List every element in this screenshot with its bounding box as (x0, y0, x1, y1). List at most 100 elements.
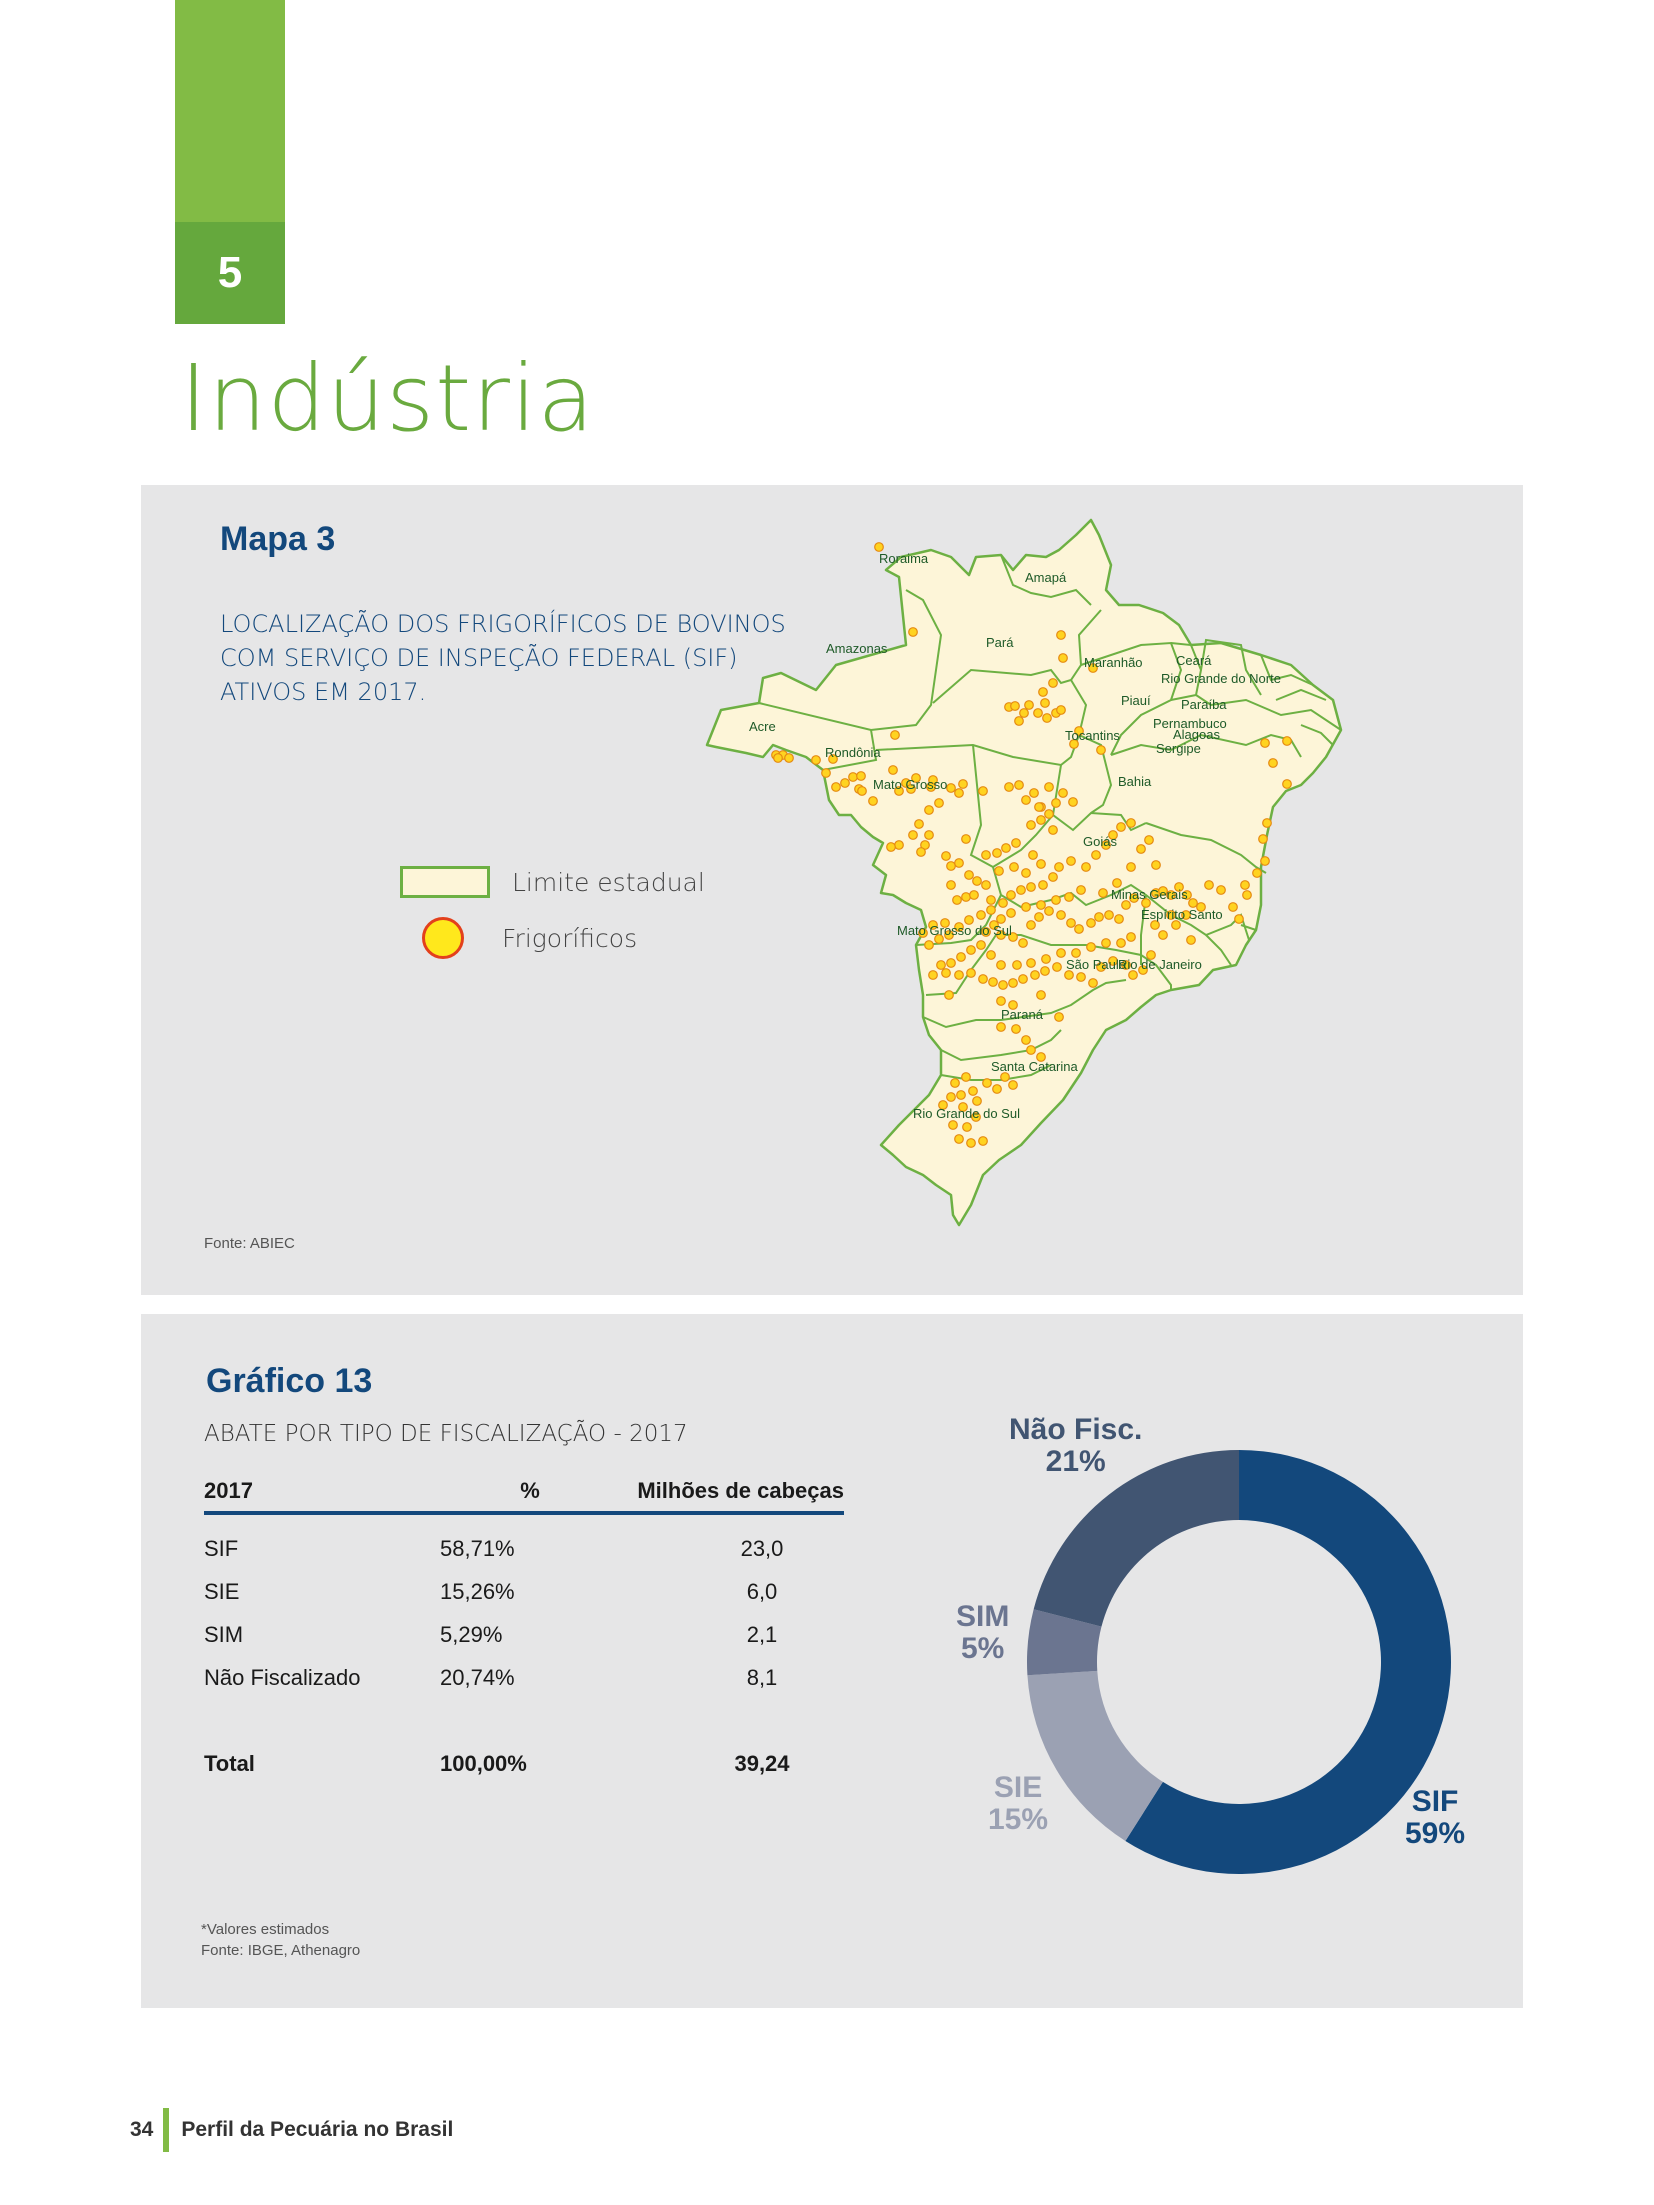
plant-marker (962, 1122, 972, 1132)
plant-marker (966, 945, 976, 955)
state-label: Sergipe (1156, 741, 1201, 756)
plant-marker (961, 1072, 971, 1082)
plant-marker (994, 866, 1004, 876)
plant-marker (978, 974, 988, 984)
plant-marker (840, 778, 850, 788)
state-border (1300, 724, 1334, 746)
plant-marker (969, 890, 979, 900)
plant-marker (1000, 1072, 1010, 1082)
plant-marker (996, 930, 1006, 940)
plant-marker (946, 783, 956, 793)
plant-marker (1041, 954, 1051, 964)
plant-marker (966, 968, 976, 978)
state-label: Bahia (1118, 774, 1152, 789)
state-label: Paraíba (1181, 697, 1227, 712)
plant-marker (1058, 788, 1068, 798)
plant-marker (940, 918, 950, 928)
table-cell: SIF (204, 1535, 239, 1561)
state-label: Mato Grosso do Sul (897, 923, 1012, 938)
plant-marker (1129, 893, 1139, 903)
plant-marker (1126, 932, 1136, 942)
plant-marker (938, 1100, 948, 1110)
plant-marker (971, 1112, 981, 1122)
plant-marker (1056, 705, 1066, 715)
plant-marker (1114, 914, 1124, 924)
plant-marker (1108, 830, 1118, 840)
plant-marker (1068, 797, 1078, 807)
plant-marker (1030, 970, 1040, 980)
plant-marker (1054, 862, 1064, 872)
plant-marker (1026, 958, 1036, 968)
plant-marker (1044, 782, 1054, 792)
plant-marker (1282, 736, 1292, 746)
plant-marker (1036, 815, 1046, 825)
plant-marker (1076, 972, 1086, 982)
plant-marker (1242, 890, 1252, 900)
plant-marker (961, 892, 971, 902)
plant-marker (1146, 950, 1156, 960)
state-border (1080, 641, 1183, 756)
plant-marker (1026, 820, 1036, 830)
plant-marker (986, 905, 996, 915)
map-subtitle-line: ATIVOS EM 2017. (220, 678, 427, 706)
table-total-row: Total 100,00% 39,24 (204, 1742, 844, 1785)
plant-marker (773, 753, 783, 763)
plant-marker (1028, 850, 1038, 860)
plant-marker (908, 830, 918, 840)
plant-marker (1014, 780, 1024, 790)
plant-marker (1034, 802, 1044, 812)
state-border (992, 866, 1250, 941)
plant-marker (1048, 825, 1058, 835)
plant-marker (956, 952, 966, 962)
plant-marker (946, 880, 956, 890)
state-border (875, 679, 1088, 767)
plant-marker (1138, 965, 1148, 975)
plant-marker (1040, 966, 1050, 976)
plant-marker (831, 782, 841, 792)
plant-marker (1058, 653, 1068, 663)
plant-marker (1116, 938, 1126, 948)
plant-marker (886, 842, 896, 852)
state-label: Rio Grande do Sul (913, 1106, 1020, 1121)
plant-marker (1076, 885, 1086, 895)
publication-title: Perfil da Pecuária no Brasil (181, 2118, 454, 2141)
plant-marker (1064, 970, 1074, 980)
plant-marker (1008, 978, 1018, 988)
plant-marker (1088, 663, 1098, 673)
plant-marker (1181, 910, 1191, 920)
plant-marker (978, 786, 988, 796)
page-number: 34 (130, 2118, 154, 2141)
plant-marker (1036, 859, 1046, 869)
plant-marker (1024, 700, 1034, 710)
plant-marker (1086, 942, 1096, 952)
table-cell: Não Fiscalizado (204, 1664, 361, 1690)
state-border (1195, 694, 1342, 731)
chart-notes: *Valores estimados Fonte: IBGE, Athenagr… (201, 1919, 360, 1961)
plant-marker (988, 977, 998, 987)
plant-marker (1014, 716, 1024, 726)
plant-marker (954, 970, 964, 980)
plant-marker (981, 880, 991, 890)
donut-chart (1027, 1450, 1451, 1874)
plant-marker (1088, 978, 1098, 988)
state-border (940, 1064, 1052, 1081)
plant-marker (1268, 758, 1278, 768)
state-boundary-icon (400, 866, 490, 898)
plant-marker (936, 960, 946, 970)
state-label: Pará (986, 635, 1014, 650)
plant-marker (998, 980, 1008, 990)
state-border (1145, 822, 1267, 874)
map-panel: Mapa 3 LOCALIZAÇÃO DOS FRIGORÍFICOS DE B… (141, 485, 1523, 1295)
table-cell: 20,74% (440, 1664, 515, 1690)
table-cell: 6,0 (746, 1578, 778, 1604)
plant-marker (916, 847, 926, 857)
plant-marker (1066, 856, 1076, 866)
state-label: São Paulo (1066, 957, 1126, 972)
table-cell: 2,1 (746, 1621, 778, 1647)
state-label: Amapá (1025, 570, 1067, 585)
estimate-note: *Valores estimados (201, 1921, 330, 1938)
plant-marker-icon (422, 917, 464, 959)
plant-marker (1008, 1080, 1018, 1090)
plant-marker (1182, 890, 1192, 900)
plant-marker (968, 1086, 978, 1096)
